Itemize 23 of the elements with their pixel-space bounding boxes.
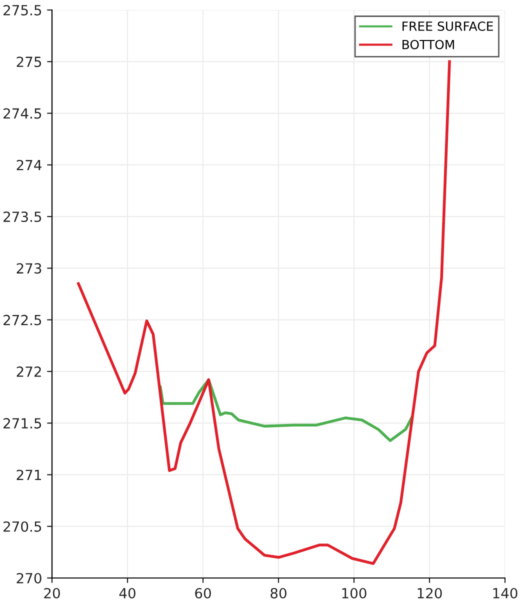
y-tick-label: 275.5 [4,4,42,16]
legend-label: BOTTOM [402,40,454,50]
y-tick-label: 275 [16,56,42,68]
x-tick-label: 80 [270,588,286,598]
y-tick-label: 270.5 [4,521,42,532]
y-tick-label: 272.5 [4,314,42,326]
y-tick-label: 274 [16,160,42,170]
line-series [77,60,451,565]
x-tick-label: 140 [493,588,518,598]
y-tick-label: 271 [16,470,41,480]
x-tick-label: 100 [342,588,366,598]
line-series [158,378,414,442]
x-tick-label: 40 [119,588,136,598]
y-tick-label: 272 [16,366,41,377]
x-tick-label: 60 [195,588,211,598]
legend-label: FREE SURFACE [402,21,493,31]
y-tick-label: 274.5 [4,108,42,119]
y-tick-label: 270 [16,572,42,584]
y-tick-label: 273.5 [4,212,42,222]
x-tick-label: 120 [418,588,442,598]
y-tick-label: 273 [16,263,42,274]
x-tick-label: 20 [44,588,60,598]
y-tick-label: 271.5 [4,418,42,429]
